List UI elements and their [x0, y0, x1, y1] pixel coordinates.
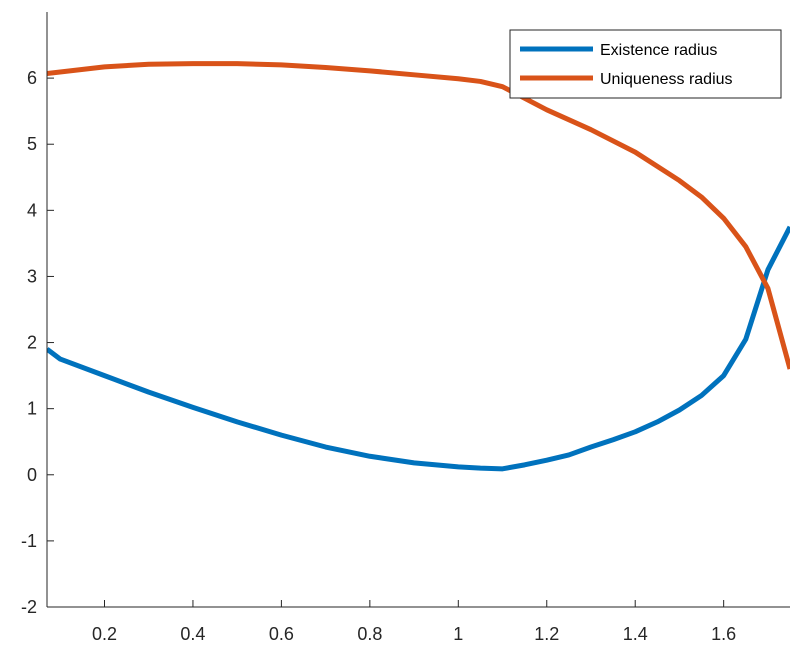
- y-tick-label: 3: [27, 266, 37, 286]
- axes-layer: [46, 12, 790, 608]
- x-tick-label: 0.8: [357, 624, 382, 644]
- y-tick-label: 0: [27, 465, 37, 485]
- legend-entry-uniqueness: Uniqueness radius: [520, 71, 733, 88]
- x-tick-label: 1.4: [623, 624, 648, 644]
- series-layer: [47, 61, 790, 472]
- y-tick-label: 6: [27, 68, 37, 88]
- y-tick-label: 4: [27, 200, 37, 220]
- y-tick-label: 5: [27, 134, 37, 154]
- x-tick-label: 1: [453, 624, 463, 644]
- y-tick-label: -2: [21, 597, 37, 617]
- legend: Existence radius Uniqueness radius: [509, 29, 782, 99]
- x-tick-label: 0.2: [92, 624, 117, 644]
- x-tick-label: 0.4: [180, 624, 205, 644]
- y-tick-label: 1: [27, 399, 37, 419]
- series-line-uniqueness-radius: [47, 61, 790, 370]
- ticks-layer: -2 -1 0 1 2 3 4 5 6 0.2 0.4 0.6 0.8 1 1.2 1.4 1.6: [21, 68, 736, 644]
- y-tick-label: -1: [21, 531, 37, 551]
- legend-entry-existence: Existence radius: [520, 42, 717, 59]
- x-tick-label: 0.6: [269, 624, 294, 644]
- y-tick-label: 2: [27, 333, 37, 353]
- legend-label-existence: Existence radius: [600, 42, 717, 59]
- plot-area: [47, 12, 790, 607]
- series-line-existence-radius: [47, 225, 790, 472]
- legend-box: [509, 29, 782, 99]
- x-tick-label: 1.2: [534, 624, 559, 644]
- legend-label-uniqueness: Uniqueness radius: [600, 71, 733, 88]
- x-tick-label: 1.6: [711, 624, 736, 644]
